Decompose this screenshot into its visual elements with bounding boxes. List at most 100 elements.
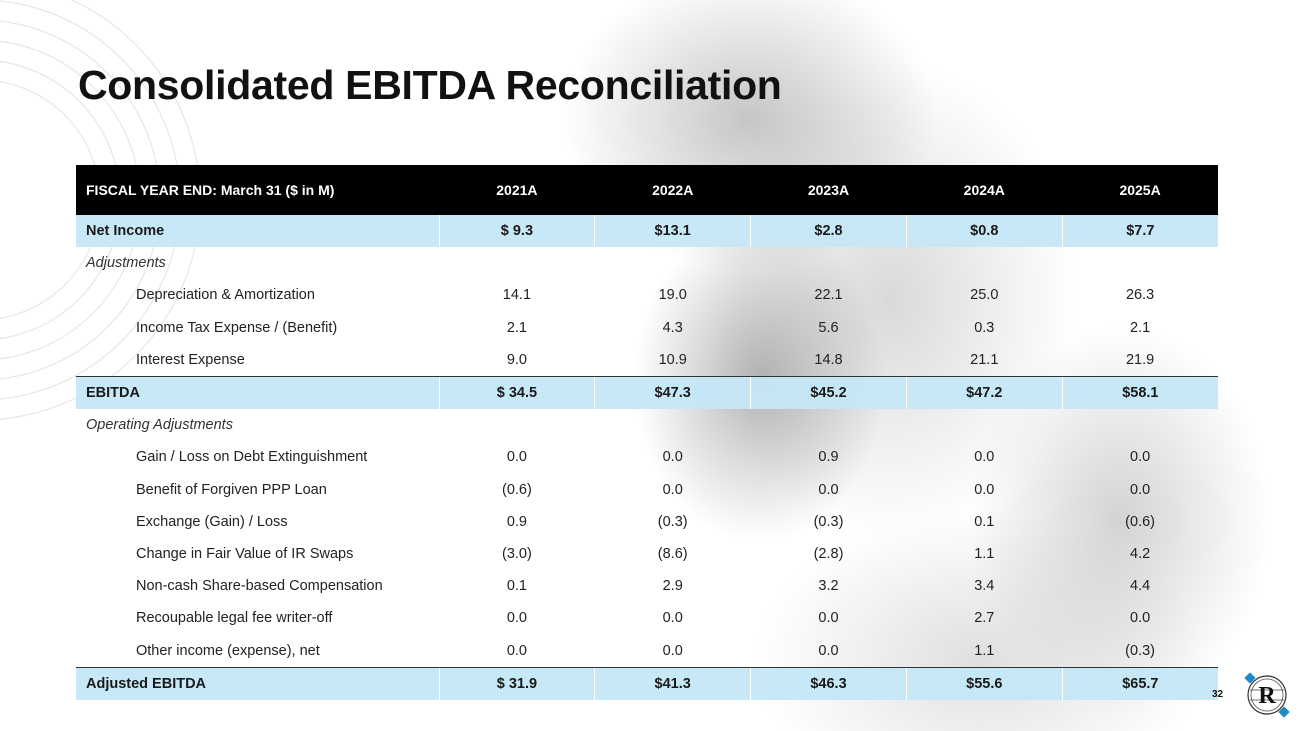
- table-cell: 0.0: [506, 642, 527, 659]
- table-cell: 3.4: [974, 578, 995, 595]
- table-cell: (0.3): [657, 513, 688, 530]
- table-cell: 0.0: [506, 610, 527, 627]
- table-cell: 0.0: [662, 449, 683, 466]
- row-label: Exchange (Gain) / Loss: [136, 513, 288, 530]
- row-label: Income Tax Expense / (Benefit): [136, 319, 338, 336]
- table-cell: $2.8: [750, 215, 907, 248]
- table-row: Gain / Loss on Debt Extinguishment 0.0 0…: [76, 441, 1218, 473]
- table-cell: 26.3: [1125, 287, 1155, 304]
- row-label: Recoupable legal fee writer-off: [136, 610, 333, 627]
- table-cell: 0.9: [506, 513, 527, 530]
- table-cell: $ 31.9: [438, 666, 595, 700]
- table-cell: $58.1: [1061, 375, 1218, 410]
- table-cell: (0.3): [1125, 642, 1155, 659]
- header-cell: 2024A: [906, 165, 1063, 215]
- table-cell: 0.9: [818, 449, 839, 466]
- table-cell: 1.1: [974, 642, 995, 659]
- table-cell: 0.0: [662, 481, 683, 498]
- row-label: Interest Expense: [136, 351, 245, 368]
- table-cell: 0.0: [1130, 610, 1151, 627]
- row-label: Depreciation & Amortization: [136, 287, 315, 304]
- table-cell: 10.9: [658, 351, 687, 368]
- table-cell: 0.0: [974, 449, 995, 466]
- table-cell: 22.1: [814, 287, 843, 304]
- header-cell: 2022A: [594, 165, 751, 215]
- net-income-row: Net Income $ 9.3 $13.1 $2.8 $0.8 $7.7: [76, 215, 1218, 248]
- table-cell: (2.8): [813, 545, 844, 562]
- ebitda-reconciliation-table: FISCAL YEAR END: March 31 ($ in M) 2021A…: [76, 165, 1218, 700]
- adjusted-ebitda-row: Adjusted EBITDA $ 31.9 $41.3 $46.3 $55.6…: [76, 666, 1218, 700]
- table-cell: 2.1: [1130, 319, 1151, 336]
- logo-letter: R: [1258, 683, 1276, 709]
- row-label: Change in Fair Value of IR Swaps: [136, 545, 354, 562]
- table-cell: 0.0: [662, 642, 683, 659]
- table-cell: 4.4: [1130, 578, 1151, 595]
- ebitda-row: EBITDA $ 34.5 $47.3 $45.2 $47.2 $58.1: [76, 375, 1218, 410]
- table-cell: 0.0: [1130, 449, 1151, 466]
- operating-adjustments-section-row: Operating Adjustments: [76, 409, 1218, 441]
- table-cell: 3.2: [818, 578, 839, 595]
- table-cell: $55.6: [905, 666, 1063, 700]
- table-cell: 0.0: [818, 610, 839, 627]
- table-cell: 2.7: [974, 610, 995, 627]
- table-cell: 9.0: [506, 351, 527, 368]
- header-cell: 2021A: [439, 165, 595, 215]
- table-cell: 0.0: [1130, 481, 1151, 498]
- table-cell: (8.6): [657, 545, 688, 562]
- header-cell: 2023A: [750, 165, 907, 215]
- table-cell: 0.1: [506, 578, 527, 595]
- table-cell: $ 34.5: [438, 375, 595, 410]
- table-row: Depreciation & Amortization 14.1 19.0 22…: [76, 279, 1218, 311]
- table-cell: 21.1: [970, 351, 999, 368]
- table-row: Recoupable legal fee writer-off 0.0 0.0 …: [76, 602, 1218, 634]
- table-cell: 2.9: [662, 578, 683, 595]
- table-cell: $7.7: [1061, 215, 1218, 248]
- table-row: Benefit of Forgiven PPP Loan (0.6) 0.0 0…: [76, 474, 1218, 506]
- row-label: Gain / Loss on Debt Extinguishment: [136, 449, 368, 466]
- row-label: EBITDA: [76, 375, 439, 410]
- table-cell: 5.6: [818, 319, 839, 336]
- table-cell: $45.2: [750, 375, 907, 410]
- table-cell: $13.1: [594, 215, 751, 248]
- row-label: Benefit of Forgiven PPP Loan: [136, 481, 327, 498]
- table-cell: $0.8: [905, 215, 1063, 248]
- table-cell: 21.9: [1125, 351, 1155, 368]
- table-cell: $ 9.3: [438, 215, 595, 248]
- table-row: Income Tax Expense / (Benefit) 2.1 4.3 5…: [76, 312, 1218, 344]
- section-label: Operating Adjustments: [86, 417, 233, 434]
- page-title: Consolidated EBITDA Reconciliation: [78, 62, 782, 108]
- row-label: Non-cash Share-based Compensation: [136, 578, 383, 595]
- row-label: Adjusted EBITDA: [76, 666, 439, 700]
- table-cell: $65.7: [1061, 666, 1218, 700]
- table-cell: 19.0: [658, 287, 687, 304]
- table-cell: 14.1: [502, 287, 532, 304]
- table-cell: 0.0: [818, 481, 839, 498]
- section-label: Adjustments: [86, 255, 166, 272]
- row-label: Other income (expense), net: [136, 642, 320, 659]
- table-cell: $46.3: [750, 666, 907, 700]
- table-cell: 0.0: [662, 610, 683, 627]
- table-cell: $41.3: [594, 666, 751, 700]
- table-header-row: FISCAL YEAR END: March 31 ($ in M) 2021A…: [76, 165, 1218, 215]
- table-cell: 0.1: [974, 513, 995, 530]
- table-row: Non-cash Share-based Compensation 0.1 2.…: [76, 570, 1218, 602]
- table-cell: $47.2: [905, 375, 1063, 410]
- table-cell: 0.0: [974, 481, 995, 498]
- header-cell: FISCAL YEAR END: March 31 ($ in M): [76, 165, 439, 215]
- row-label: Net Income: [76, 215, 439, 248]
- table-row: Other income (expense), net 0.0 0.0 0.0 …: [76, 634, 1218, 667]
- table-cell: 25.0: [970, 287, 999, 304]
- table-cell: (3.0): [501, 545, 532, 562]
- table-row: Exchange (Gain) / Loss 0.9 (0.3) (0.3) 0…: [76, 506, 1218, 538]
- header-cell: 2025A: [1062, 165, 1218, 215]
- table-cell: 1.1: [974, 545, 995, 562]
- table-cell: 0.3: [974, 319, 995, 336]
- table-row: Interest Expense 9.0 10.9 14.8 21.1 21.9: [76, 344, 1218, 377]
- company-logo-icon: R: [1244, 672, 1290, 718]
- table-cell: (0.6): [501, 481, 532, 498]
- table-cell: 0.0: [818, 642, 839, 659]
- adjustments-section-row: Adjustments: [76, 247, 1218, 279]
- table-cell: (0.3): [813, 513, 844, 530]
- table-cell: 14.8: [814, 351, 843, 368]
- table-cell: 4.2: [1130, 545, 1151, 562]
